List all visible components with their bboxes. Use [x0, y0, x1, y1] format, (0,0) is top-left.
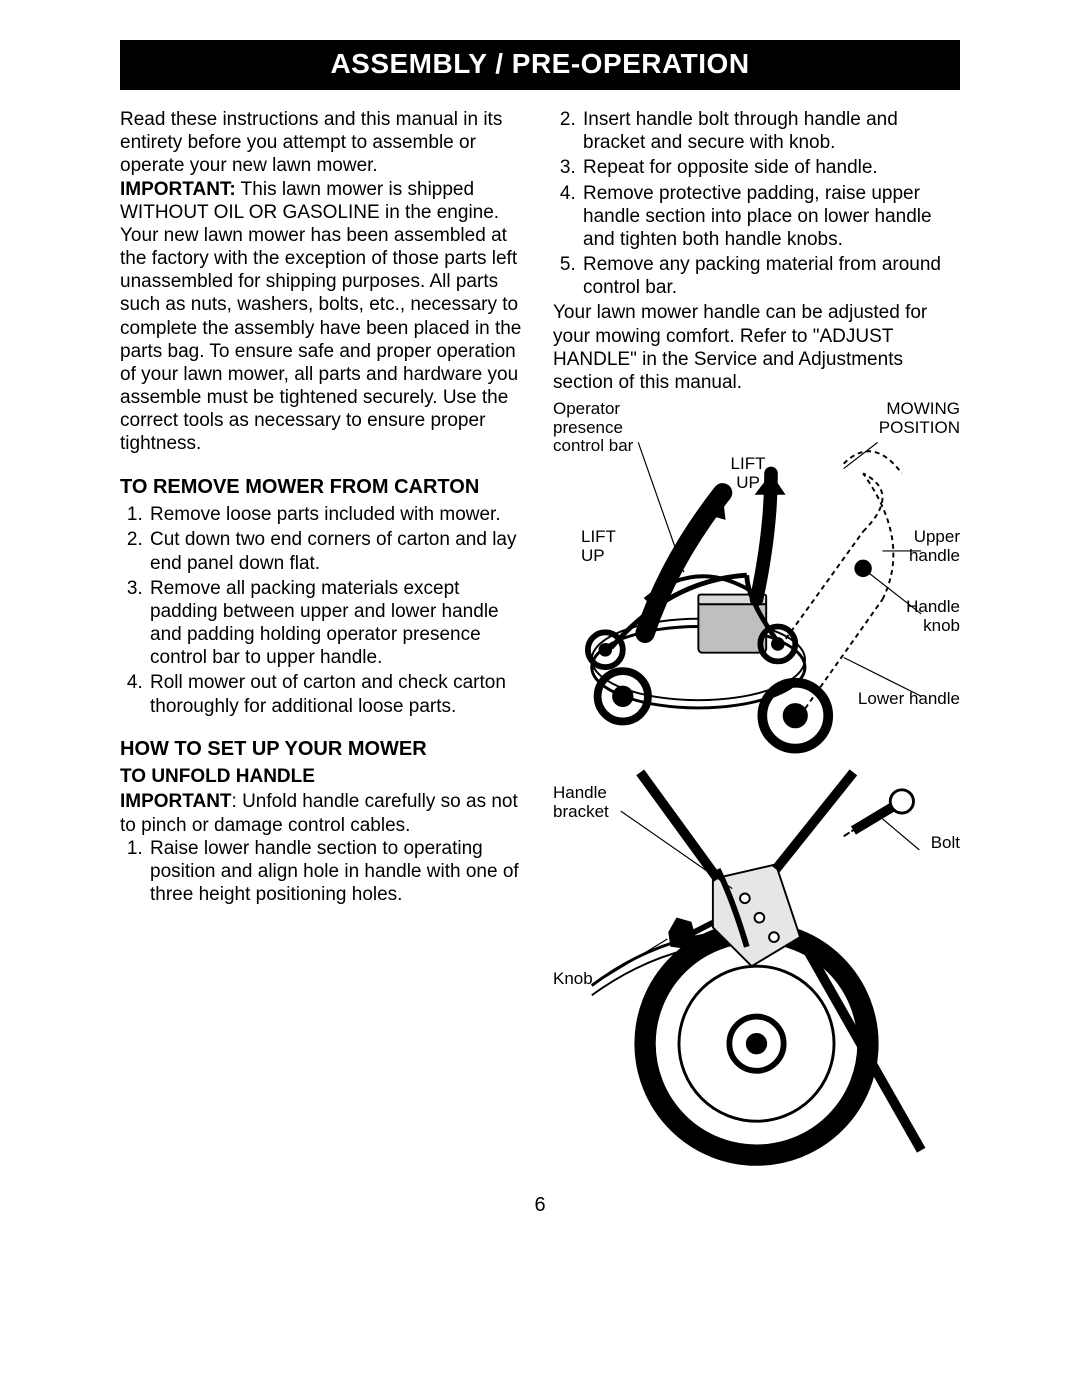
unfold-list-part1: Raise lower handle section to operating …	[120, 837, 527, 907]
intro-paragraph: Read these instructions and this manual …	[120, 108, 527, 178]
label-bolt: Bolt	[910, 834, 960, 853]
figure-mower-unfold: Operator presence control bar MOWING POS…	[553, 400, 960, 760]
factory-paragraph: Your new lawn mower has been assembled a…	[120, 224, 527, 456]
setup-heading: HOW TO SET UP YOUR MOWER	[120, 738, 527, 762]
unfold-list-part2: Insert handle bolt through handle and br…	[553, 108, 960, 299]
section-title-bar: ASSEMBLY / PRE-OPERATION	[120, 40, 960, 90]
list-item: Remove all packing materials except padd…	[148, 577, 527, 670]
remove-list: Remove loose parts included with mower. …	[120, 503, 527, 718]
list-item: Repeat for opposite side of handle.	[581, 156, 960, 179]
list-item: Cut down two end corners of carton and l…	[148, 528, 527, 574]
label-upper-handle: Upper handle	[890, 528, 960, 565]
adjust-paragraph: Your lawn mower handle can be adjusted f…	[553, 301, 960, 394]
list-item: Remove protective padding, raise upper h…	[581, 182, 960, 252]
list-item: Remove any packing material from around …	[581, 253, 960, 299]
label-lift-up-1: LIFT UP	[728, 455, 768, 492]
label-lower-handle: Lower handle	[840, 690, 960, 709]
left-column: Read these instructions and this manual …	[120, 108, 527, 1176]
important-line: IMPORTANT: This lawn mower is shipped WI…	[120, 178, 527, 224]
list-item: Remove loose parts included with mower.	[148, 503, 527, 526]
label-handle-bracket: Handle bracket	[553, 784, 633, 821]
page: ASSEMBLY / PRE-OPERATION Read these inst…	[0, 0, 1080, 1397]
page-number: 6	[0, 1194, 1080, 1217]
list-item: Raise lower handle section to operating …	[148, 837, 527, 907]
remove-heading: TO REMOVE MOWER FROM CARTON	[120, 476, 527, 500]
right-column: Insert handle bolt through handle and br…	[553, 108, 960, 1176]
figure-handle-bracket: Handle bracket Bolt Knob	[553, 766, 960, 1176]
important-label: IMPORTANT:	[120, 179, 236, 200]
label-lift-up-2: LIFT UP	[581, 528, 621, 565]
list-item: Roll mower out of carton and check carto…	[148, 671, 527, 717]
unfold-important: IMPORTANT: Unfold handle carefully so as…	[120, 790, 527, 836]
unfold-heading: TO UNFOLD HANDLE	[120, 765, 527, 788]
label-handle-knob: Handle knob	[890, 598, 960, 635]
list-item: Insert handle bolt through handle and br…	[581, 108, 960, 154]
two-column-layout: Read these instructions and this manual …	[120, 108, 960, 1176]
label-mowing-position: MOWING POSITION	[860, 400, 960, 437]
label-knob: Knob	[553, 970, 613, 989]
label-operator-bar: Operator presence control bar	[553, 400, 643, 456]
unfold-important-label: IMPORTANT	[120, 791, 232, 812]
